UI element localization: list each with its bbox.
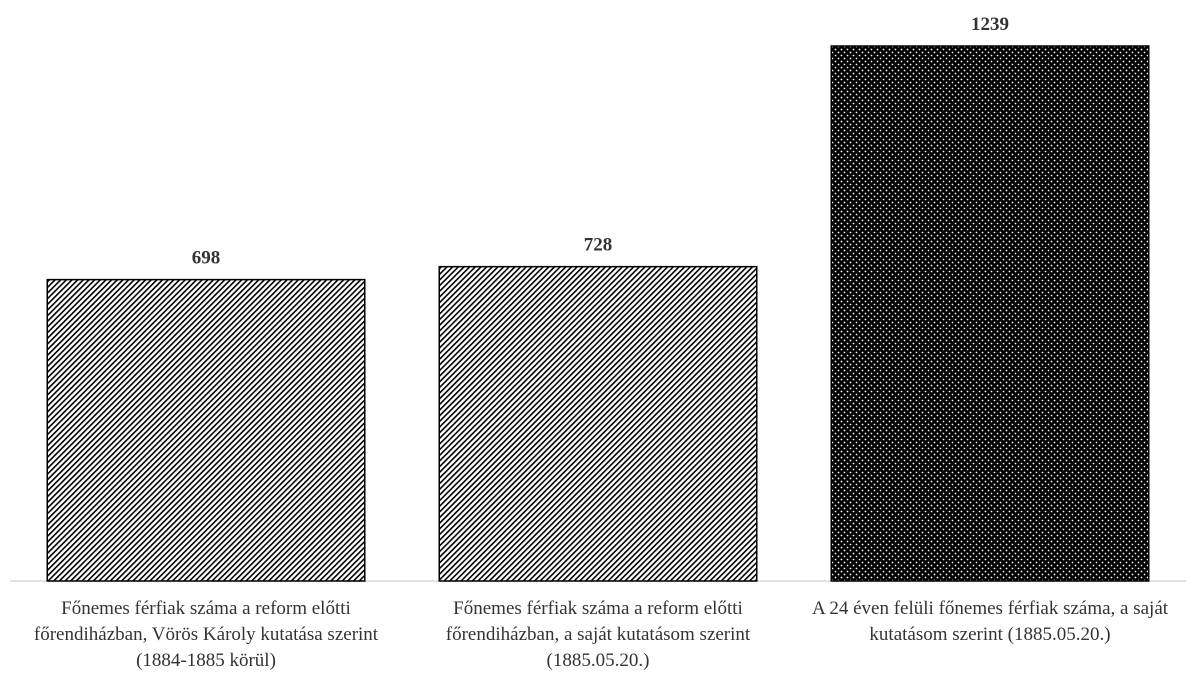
bar xyxy=(830,45,1150,582)
value-label: 728 xyxy=(584,235,613,256)
value-label: 698 xyxy=(192,248,221,269)
value-label: 1239 xyxy=(971,14,1009,35)
x-tick-label: Főnemes férfiak száma a reform előtti fő… xyxy=(445,598,751,671)
bar xyxy=(438,265,758,582)
x-tick-label: Főnemes férfiak száma a reform előtti fő… xyxy=(33,598,379,671)
x-tick-label: A 24 éven felüli főnemes férfiak száma, … xyxy=(811,598,1169,645)
bar xyxy=(46,278,366,582)
